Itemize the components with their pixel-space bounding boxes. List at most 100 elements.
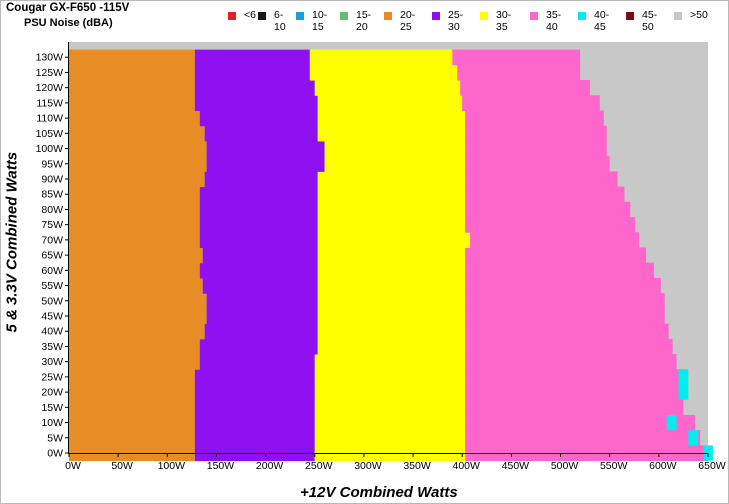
heatmap-cell-20-25 [69, 110, 200, 127]
y-tick-label: 75W [41, 219, 63, 231]
y-tick-label: 50W [41, 295, 63, 307]
heatmap-cell-35-40 [465, 384, 684, 401]
heatmap-cell-25-30 [194, 399, 315, 416]
heatmap-cell-30-35 [314, 369, 466, 385]
heatmap-cell-35-40 [465, 217, 636, 233]
heatmap-cell-35-40 [465, 369, 684, 385]
heatmap-cell-20-25 [69, 430, 195, 446]
heatmap-cell-20-25 [69, 156, 207, 172]
heatmap-cell-30-35 [314, 430, 466, 446]
legend-swatch [432, 12, 440, 20]
heatmap-cell-25-30 [199, 338, 318, 355]
heatmap-cell-30-35 [317, 110, 466, 127]
x-tick-label: 400W [453, 460, 481, 472]
x-tick-label: 0W [65, 460, 81, 472]
y-tick-label: 85W [41, 189, 63, 201]
heatmap-cell-25-30 [199, 354, 315, 370]
heatmap-cell-25-30 [206, 308, 318, 325]
heatmap-cell-25-30 [206, 156, 325, 172]
heatmap-cell-20-25 [69, 80, 195, 96]
heatmap-cell-20-25 [69, 247, 203, 264]
heatmap-cell-30-35 [314, 80, 461, 96]
heatmap-cell-20-25 [69, 308, 207, 325]
x-tick-label: 550W [600, 460, 628, 472]
heatmap-cell-30-35 [317, 232, 471, 248]
y-tick-label: 130W [36, 52, 64, 64]
legend-swatch [674, 12, 682, 20]
heatmap-cell-30-35 [314, 399, 466, 416]
y-tick-label: 115W [36, 97, 63, 109]
heatmap-cell-25-30 [199, 186, 318, 203]
legend-swatch [296, 12, 304, 20]
x-tick-label: 650W [698, 460, 726, 472]
legend-swatch [480, 12, 488, 20]
legend-swatch [340, 12, 348, 20]
heatmap-cell-35-40 [465, 140, 607, 157]
heatmap-cell-35-40 [457, 64, 581, 81]
heatmap-cell-25-30 [199, 201, 318, 218]
heatmap-cell-25-30 [194, 49, 310, 66]
heatmap-cell-35-40 [465, 262, 654, 279]
heatmap-cell-25-30 [206, 293, 318, 309]
heatmap-cell-20-25 [69, 125, 205, 142]
heatmap-cell-25-30 [204, 323, 318, 340]
legend-label: 25-30 [448, 9, 464, 33]
y-tick-label: 40W [41, 326, 63, 338]
y-tick-label: 30W [41, 356, 63, 368]
heatmap-cell-20-25 [69, 64, 195, 81]
legend-swatch [530, 12, 538, 20]
x-tick-label: 450W [502, 460, 530, 472]
heatmap-cell-35-40 [465, 110, 604, 127]
heatmap-cell-20-25 [69, 384, 195, 401]
legend-label: >50 [690, 9, 708, 21]
y-tick-label: 25W [41, 371, 63, 383]
heatmap-cell-25-30 [202, 247, 318, 264]
y-tick-label: 55W [41, 280, 63, 292]
heatmap-cell-35-40 [465, 156, 610, 172]
heatmap-cell-20-25 [69, 338, 200, 355]
x-tick-label: 100W [158, 460, 186, 472]
heatmap-cell-20-25 [69, 323, 205, 340]
heatmap-cell-30-35 [317, 323, 466, 340]
heatmap-cell-35-40 [465, 430, 701, 446]
heatmap-cell-35-40 [465, 277, 661, 294]
y-tick-label: 45W [41, 311, 63, 323]
heatmap-cell-20-25 [69, 293, 207, 309]
heatmap-cell-20-25 [69, 140, 207, 157]
heatmap-cell-30-35 [317, 186, 466, 203]
x-tick-label: 150W [207, 460, 235, 472]
x-tick-label: 350W [403, 460, 431, 472]
heatmap-cell-20-25 [69, 95, 195, 111]
heatmap-cell-30-35 [314, 384, 466, 401]
heatmap-cell-20-25 [69, 171, 205, 188]
legend-label: 10-15 [312, 9, 328, 33]
heatmap-cell-20-25 [69, 369, 195, 385]
heatmap-cell-35-40 [465, 293, 665, 309]
heatmap-cell-35-40 [460, 80, 591, 96]
y-tick-label: 70W [41, 234, 63, 246]
legend-label: 6-10 [274, 9, 286, 33]
heatmap-cell-20-25 [69, 232, 200, 248]
heatmap-cell-30-35 [324, 140, 466, 157]
heatmap-cell-35-40 [465, 338, 673, 355]
heatmap-cell-25-30 [202, 277, 318, 294]
y-tick-label: 120W [36, 82, 64, 94]
heatmap-cell-30-35 [317, 338, 466, 355]
heatmap-cell-40-45 [678, 369, 689, 385]
heatmap-cell-30-35 [309, 64, 458, 81]
heatmap-cell-25-30 [204, 171, 318, 188]
heatmap-cell-35-40 [470, 232, 640, 248]
heatmap-cell-25-30 [204, 125, 318, 142]
heatmap-cell-30-35 [317, 262, 466, 279]
legend-label: 15-20 [356, 9, 372, 33]
heatmap-cell-20-25 [69, 399, 195, 416]
heatmap-cell-35-40 [465, 399, 684, 416]
y-axis-label: 5 & 3.3V Combined Watts [3, 151, 21, 333]
heatmap-cell-35-40 [465, 247, 647, 264]
y-tick-label: 80W [41, 204, 63, 216]
heatmap-cell-35-40 [465, 186, 625, 203]
heatmap-cell-25-30 [206, 140, 325, 157]
x-tick-label: 50W [111, 460, 133, 472]
x-tick-label: 250W [305, 460, 333, 472]
